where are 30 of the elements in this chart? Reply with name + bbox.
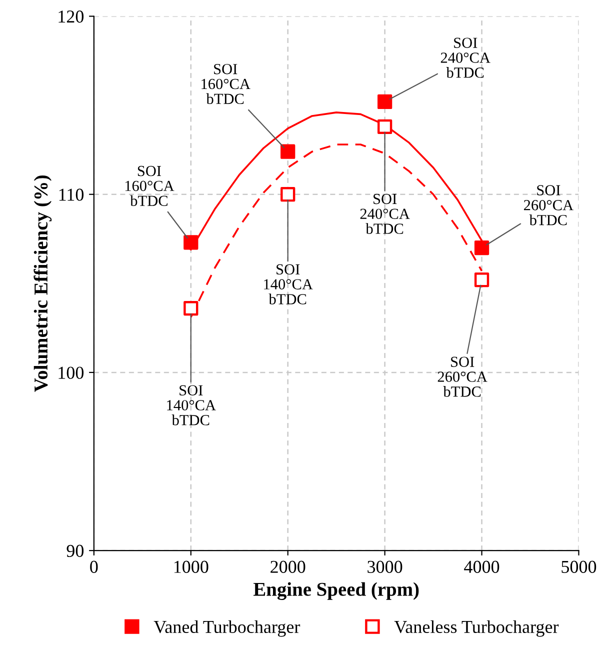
x-tick-label: 4000 [464,560,500,573]
annotation: SOI 160°CA bTDC [202,64,250,104]
point [184,235,198,250]
annotation: SOI 160°CA bTDC [125,166,174,206]
x-tick-label: 5000 [562,560,596,573]
x-axis-title: Engine Speed (rpm) [253,582,419,600]
y-tick-label: 90 [66,544,84,557]
y-tick-label: 110 [59,188,84,201]
point [377,94,392,110]
y-axis-title: Volumetric Efficiency (%) [34,176,52,392]
annotation: SOI 260°CA bTDC [524,185,574,226]
point [474,240,490,256]
annotation: SOI 240°CA bTDC [440,38,490,78]
annotation: SOI 140°CA bTDC [264,264,313,304]
annotation: SOI 240°CA bTDC [360,194,410,234]
x-tick-label: 0 [90,560,98,573]
point [280,187,296,202]
x-tick-label: 3000 [368,560,402,573]
legend-label: Vaneless Turbocharger [394,620,559,637]
y-tick-label: 100 [58,366,84,379]
legend-label: Vaned Turbocharger [154,620,300,637]
y-tick-label: 120 [58,10,84,23]
x-tick-label: 1000 [174,560,208,573]
point [474,272,490,288]
annotation: SOI 140°CA bTDC [167,385,216,426]
annotation: SOI 260°CA bTDC [438,356,488,397]
point [377,119,392,134]
x-tick-label: 2000 [270,560,306,573]
point [280,144,296,159]
point [184,301,198,316]
